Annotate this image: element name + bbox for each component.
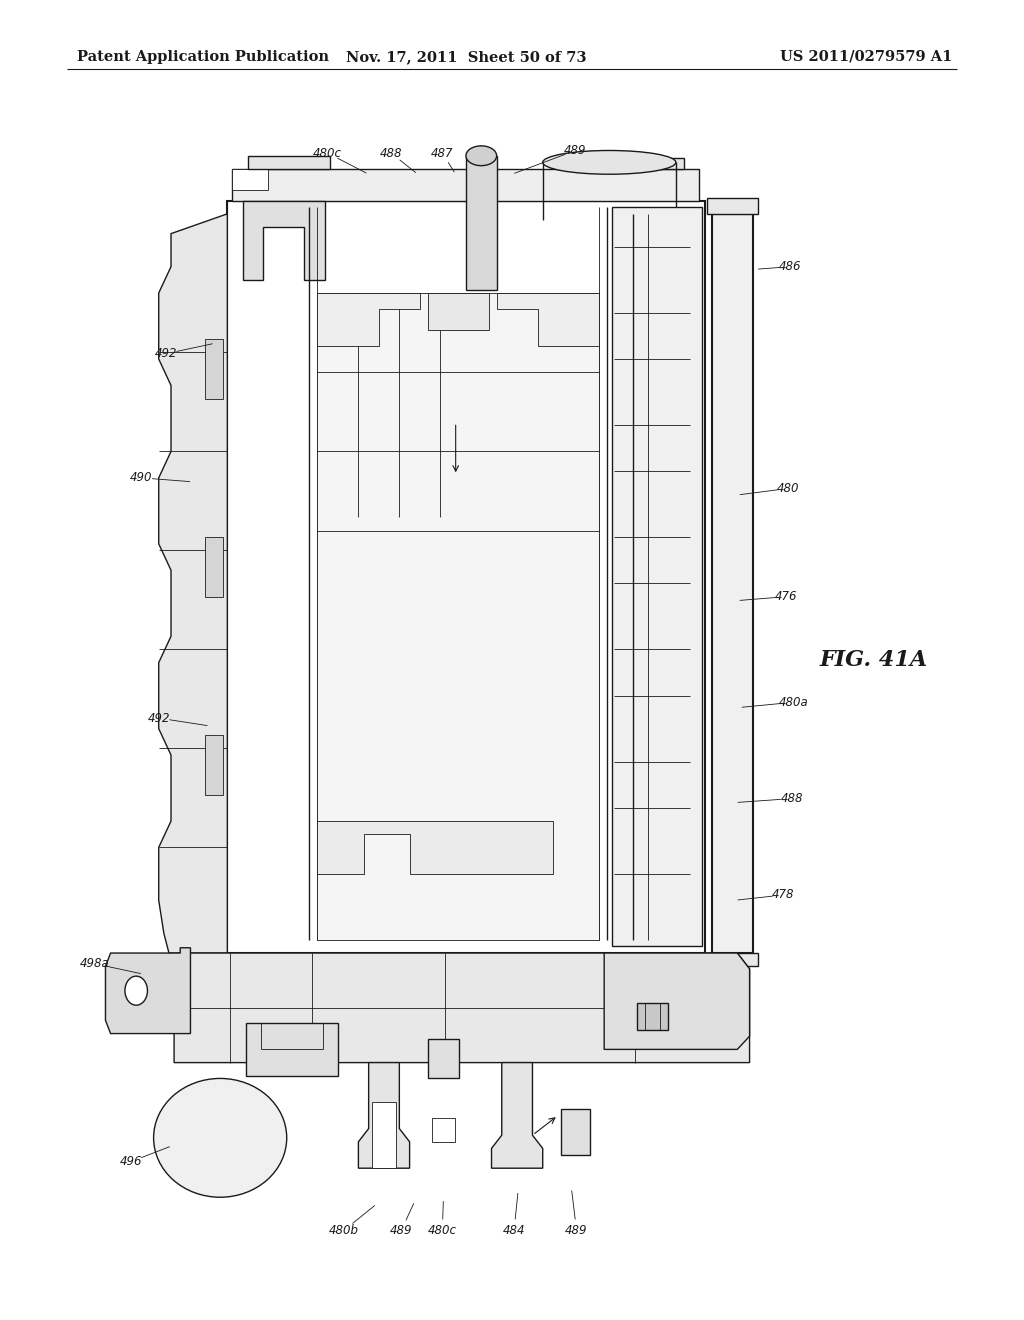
Polygon shape [105, 948, 190, 1034]
Ellipse shape [154, 1078, 287, 1197]
Bar [561, 1109, 590, 1155]
Text: 486: 486 [779, 260, 802, 273]
Text: FIG. 41A: FIG. 41A [819, 649, 928, 671]
Text: 488: 488 [780, 792, 803, 805]
Polygon shape [428, 293, 489, 330]
Polygon shape [174, 953, 750, 1063]
Polygon shape [707, 198, 758, 214]
Polygon shape [159, 201, 227, 953]
Polygon shape [712, 214, 753, 953]
Text: 489: 489 [390, 1224, 413, 1237]
Ellipse shape [466, 145, 497, 166]
Bar [261, 1023, 323, 1049]
Polygon shape [707, 953, 758, 966]
Text: 478: 478 [772, 888, 795, 902]
Polygon shape [317, 293, 420, 346]
Polygon shape [497, 293, 599, 346]
Bar [246, 1023, 338, 1076]
Text: US 2011/0279579 A1: US 2011/0279579 A1 [780, 50, 952, 63]
Text: 480c: 480c [428, 1224, 457, 1237]
Bar [637, 1003, 668, 1030]
Ellipse shape [125, 977, 147, 1006]
Text: 487: 487 [431, 147, 454, 160]
Text: 498a: 498a [79, 957, 110, 970]
Polygon shape [243, 201, 325, 280]
Text: 488: 488 [380, 147, 402, 160]
Text: 489: 489 [564, 144, 587, 157]
Polygon shape [466, 156, 497, 290]
Text: Patent Application Publication: Patent Application Publication [77, 50, 329, 63]
Bar [205, 339, 223, 399]
Bar [432, 1118, 455, 1142]
Text: 480: 480 [777, 482, 800, 495]
Text: 492: 492 [155, 347, 177, 360]
Polygon shape [232, 169, 268, 190]
Polygon shape [317, 821, 553, 874]
Text: 476: 476 [775, 590, 798, 603]
Text: Nov. 17, 2011  Sheet 50 of 73: Nov. 17, 2011 Sheet 50 of 73 [346, 50, 586, 63]
Text: 480a: 480a [778, 696, 809, 709]
Polygon shape [227, 201, 705, 953]
Bar [428, 1039, 459, 1078]
Text: 484: 484 [503, 1224, 525, 1237]
Polygon shape [232, 169, 699, 201]
Text: 490: 490 [130, 471, 153, 484]
Polygon shape [248, 156, 330, 169]
Polygon shape [358, 1063, 410, 1168]
Polygon shape [604, 953, 750, 1049]
Text: 480c: 480c [313, 147, 342, 160]
Polygon shape [492, 1063, 543, 1168]
Text: 496: 496 [120, 1155, 142, 1168]
Bar [205, 735, 223, 795]
Bar [372, 1102, 396, 1168]
Text: 480b: 480b [329, 1224, 359, 1237]
Bar [317, 293, 599, 940]
Ellipse shape [543, 150, 676, 174]
Text: 489: 489 [565, 1224, 588, 1237]
Bar [205, 537, 223, 597]
Bar [612, 207, 702, 946]
Text: 492: 492 [147, 711, 170, 725]
Polygon shape [602, 158, 684, 169]
